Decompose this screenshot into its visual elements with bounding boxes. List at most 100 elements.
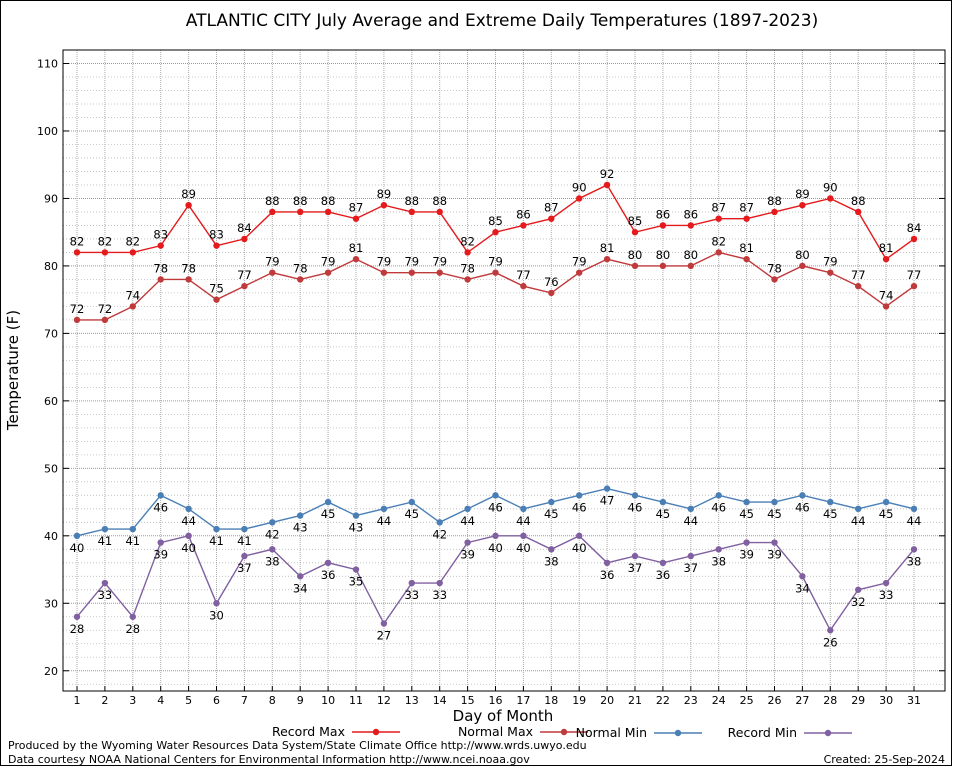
- y-tick-label: 90: [44, 192, 58, 205]
- y-tick-label: 20: [44, 665, 58, 678]
- data-point-normal-max: [631, 262, 639, 270]
- data-point-normal-min: [408, 498, 415, 506]
- series-record-min: 28 33 28 39 40 30 37 38 34 36 35 27 33 33 39 40 40 38 40 36…: [70, 532, 922, 649]
- x-tick-label: 4: [157, 694, 164, 707]
- data-label-record-max: 87: [711, 201, 726, 215]
- data-point-normal-max: [548, 289, 555, 297]
- data-label-record-min: 27: [377, 629, 392, 643]
- data-label-record-max: 88: [851, 194, 866, 208]
- data-point-record-max: [185, 201, 192, 209]
- data-point-normal-max: [213, 296, 220, 303]
- data-point-record-min: [436, 579, 443, 587]
- data-point-record-min: [910, 546, 918, 553]
- data-label-record-max: 89: [795, 187, 810, 201]
- data-label-record-min: 33: [432, 588, 447, 602]
- data-point-record-max: [157, 242, 164, 249]
- data-point-normal-max: [408, 269, 415, 276]
- data-label-record-min: 38: [265, 554, 280, 568]
- data-label-record-max: 88: [432, 194, 447, 208]
- y-tick-label: 50: [44, 462, 58, 475]
- data-label-record-min: 39: [739, 548, 754, 562]
- data-point-record-max: [659, 222, 667, 229]
- x-tick-label: 29: [851, 694, 865, 707]
- data-point-normal-min: [799, 492, 806, 499]
- data-label-record-max: 86: [516, 207, 531, 221]
- data-point-normal-min: [380, 505, 388, 513]
- legend-marker: [674, 729, 682, 737]
- data-label-normal-max: 79: [377, 255, 392, 269]
- data-label-normal-max: 77: [851, 268, 866, 282]
- data-point-record-min: [380, 620, 388, 627]
- data-label-record-min: 38: [711, 554, 726, 568]
- y-tick-label: 100: [37, 125, 58, 138]
- data-point-record-max: [352, 215, 360, 222]
- data-label-record-min: 36: [600, 568, 615, 582]
- data-label-normal-max: 75: [209, 282, 224, 296]
- data-label-normal-min: 44: [181, 514, 196, 528]
- x-tick-label: 23: [684, 694, 698, 707]
- data-label-record-min: 40: [516, 541, 531, 555]
- data-point-record-min: [464, 539, 471, 546]
- data-label-record-max: 89: [181, 187, 196, 201]
- x-tick-label: 3: [129, 694, 136, 707]
- data-label-record-min: 33: [98, 588, 113, 602]
- data-label-record-min: 38: [907, 554, 922, 568]
- data-label-normal-min: 45: [767, 507, 782, 521]
- data-label-record-min: 32: [851, 595, 866, 609]
- data-label-normal-max: 77: [516, 268, 531, 282]
- data-point-normal-min: [436, 519, 443, 526]
- data-point-normal-min: [631, 492, 639, 499]
- data-label-record-min: 34: [293, 581, 308, 595]
- data-label-record-max: 90: [823, 180, 838, 194]
- data-label-normal-max: 77: [907, 268, 922, 282]
- x-tick-label: 18: [544, 694, 558, 707]
- data-point-record-min: [743, 539, 750, 546]
- x-tick-label: 28: [823, 694, 837, 707]
- data-point-normal-min: [157, 492, 164, 499]
- data-point-record-min: [520, 532, 527, 540]
- data-label-normal-max: 79: [321, 255, 336, 269]
- data-point-record-max: [73, 249, 81, 256]
- data-point-normal-min: [743, 498, 750, 506]
- data-point-record-max: [771, 208, 778, 216]
- data-point-normal-max: [520, 282, 527, 290]
- data-label-normal-max: 80: [628, 248, 643, 262]
- data-point-record-min: [548, 546, 555, 553]
- data-label-record-min: 26: [823, 635, 838, 649]
- data-label-record-max: 88: [404, 194, 419, 208]
- data-label-record-max: 87: [544, 201, 559, 215]
- data-label-record-min: 39: [460, 548, 475, 562]
- plot-area: [62, 49, 946, 692]
- data-label-normal-min: 41: [209, 534, 224, 548]
- data-point-normal-max: [910, 282, 918, 290]
- data-point-normal-max: [603, 255, 611, 263]
- data-point-normal-max: [492, 269, 499, 276]
- data-point-normal-min: [213, 525, 220, 533]
- data-label-normal-min: 41: [237, 534, 252, 548]
- data-label-normal-max: 76: [544, 275, 559, 289]
- x-tick-label: 10: [321, 694, 335, 707]
- data-point-record-min: [492, 532, 499, 540]
- data-point-normal-max: [157, 276, 164, 283]
- data-point-normal-max: [715, 249, 722, 256]
- data-point-normal-min: [910, 505, 918, 513]
- data-point-normal-min: [352, 512, 360, 519]
- data-point-normal-max: [324, 269, 332, 276]
- data-label-normal-min: 42: [432, 527, 447, 541]
- data-label-normal-max: 79: [265, 255, 280, 269]
- data-point-normal-max: [129, 303, 136, 310]
- data-point-record-min: [799, 573, 806, 580]
- x-tick-label: 15: [461, 694, 475, 707]
- data-point-record-max: [715, 215, 722, 222]
- data-point-normal-max: [380, 269, 388, 276]
- x-tick-label: 11: [349, 694, 363, 707]
- data-label-record-max: 86: [683, 207, 698, 221]
- data-label-normal-max: 80: [656, 248, 671, 262]
- y-axis-title: Temperature (F): [4, 310, 22, 431]
- footer-created: Created: 25-Sep-2024: [824, 753, 945, 766]
- y-tick-label: 110: [37, 57, 58, 70]
- data-point-normal-max: [185, 276, 192, 283]
- series-group: 82 82 82 83 89 83 84 88 88 88 87 89 88 88 82 85 86 87 90 92…: [70, 167, 922, 649]
- data-point-normal-min: [520, 505, 527, 513]
